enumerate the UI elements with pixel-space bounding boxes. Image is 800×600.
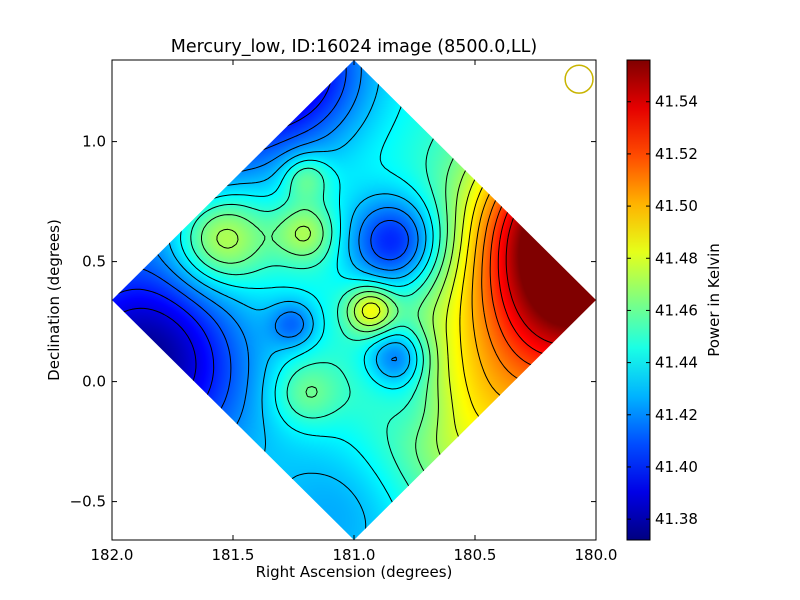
y-axis-label: Declination (degrees) xyxy=(45,219,63,381)
colorbar-tick-label: 41.38 xyxy=(655,510,698,528)
colorbar-frame xyxy=(626,59,651,541)
x-tick-label: 180.0 xyxy=(575,546,618,564)
colorbar-tick-label: 41.46 xyxy=(655,301,698,319)
y-tick-label: 0.5 xyxy=(82,253,106,271)
colorbar-tick-label: 41.42 xyxy=(655,406,698,424)
x-tick-label: 182.0 xyxy=(91,546,134,564)
x-tick-label: 180.5 xyxy=(454,546,497,564)
y-tick-label: −0.5 xyxy=(70,493,106,511)
colorbar-tick-label: 41.54 xyxy=(655,93,698,111)
x-axis-ticks: 182.0 181.5 181.0 180.5 180.0 xyxy=(91,60,618,564)
y-tick-label: 0.0 xyxy=(82,373,106,391)
x-tick-label: 181.0 xyxy=(333,546,376,564)
plot-area xyxy=(112,60,596,540)
x-axis-label: Right Ascension (degrees) xyxy=(256,563,453,581)
colorbar-label: Power in Kelvin xyxy=(705,243,723,357)
y-axis-ticks: −0.5 0.0 0.5 1.0 xyxy=(70,133,596,511)
colorbar-tick-label: 41.50 xyxy=(655,197,698,215)
chart-title: Mercury_low, ID:16024 image (8500.0,LL) xyxy=(171,37,537,57)
colorbar-fill xyxy=(627,60,650,540)
colorbar: 41.38 41.40 41.42 41.44 41.46 41.48 41.50 41.52… xyxy=(626,59,723,541)
colorbar-tick-label: 41.52 xyxy=(655,145,698,163)
colorbar-tick-label: 41.40 xyxy=(655,458,698,476)
heatmap-image xyxy=(112,60,596,540)
beam-circle xyxy=(564,64,594,94)
x-tick-label: 181.5 xyxy=(212,546,255,564)
colorbar-ticks: 41.38 41.40 41.42 41.44 41.46 41.48 41.50 41.52… xyxy=(627,93,698,528)
colorbar-tick-label: 41.44 xyxy=(655,354,698,372)
colorbar-tick-label: 41.48 xyxy=(655,249,698,267)
y-tick-label: 1.0 xyxy=(82,133,106,151)
